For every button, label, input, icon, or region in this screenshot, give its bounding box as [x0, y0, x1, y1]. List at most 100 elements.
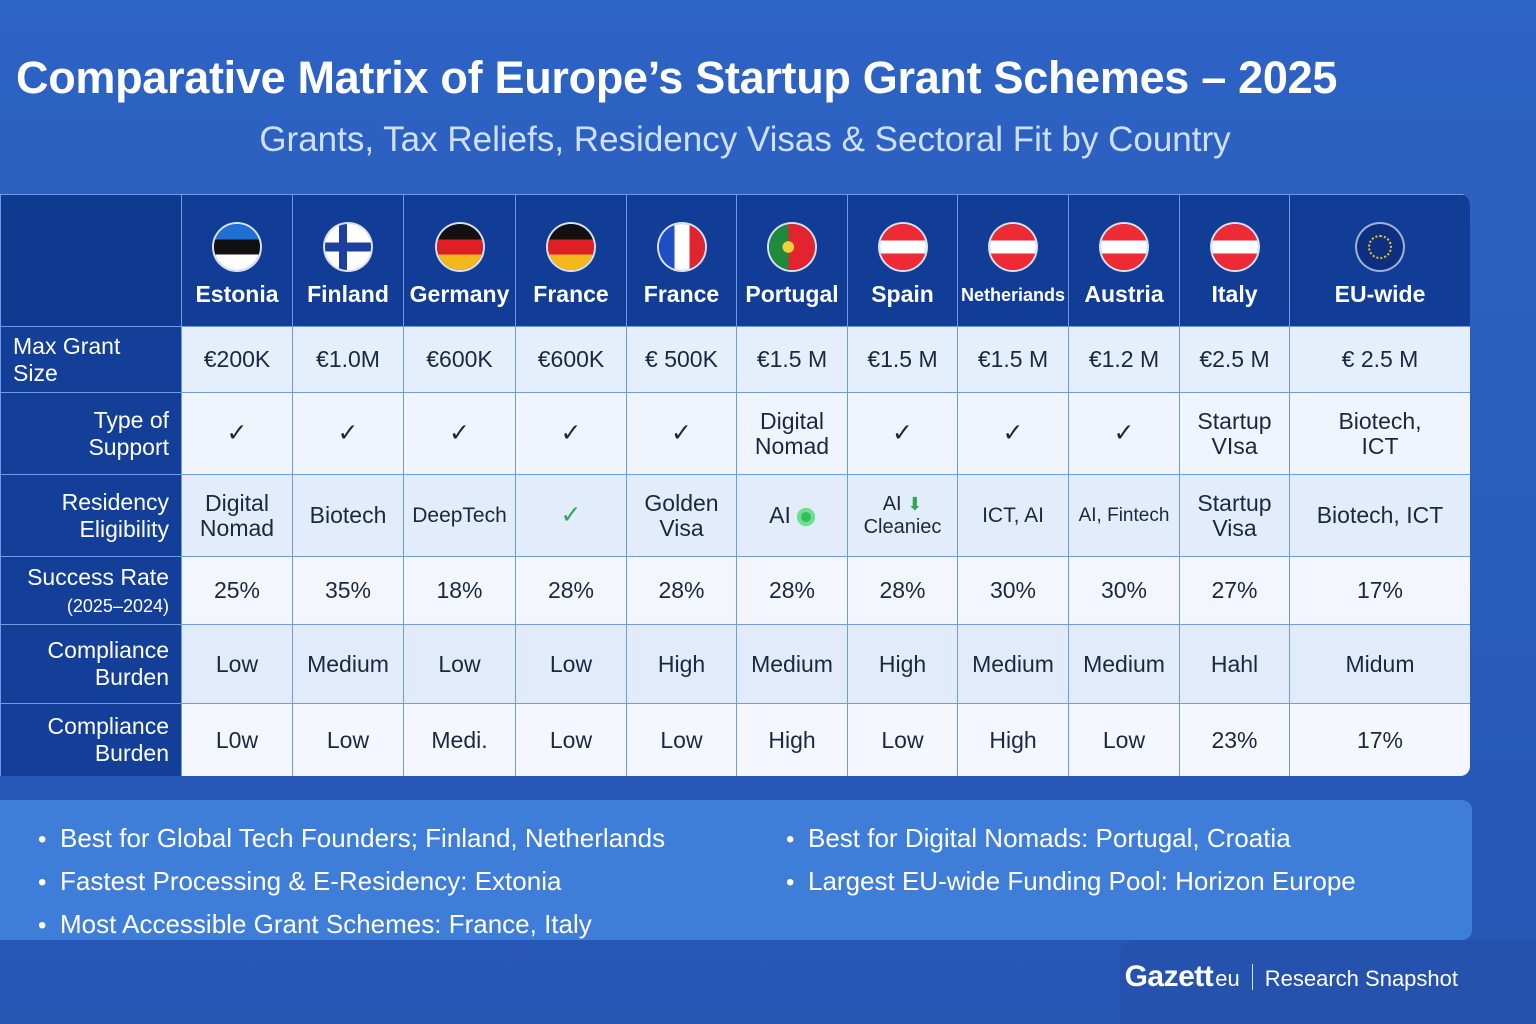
table-cell: Digital Nomad — [736, 392, 848, 475]
row-label: Max Grant Size — [0, 326, 182, 393]
table-cell: 30% — [957, 556, 1069, 625]
table-cell: Low — [515, 703, 627, 776]
table-cell: 23% — [1179, 703, 1290, 776]
check-icon: ✓ — [892, 419, 913, 447]
table-cell: AI ⬇ Cleaniec — [847, 474, 958, 557]
country-header-eu: EU-wide — [1289, 194, 1470, 327]
austria-flag-icon — [1101, 224, 1147, 270]
check-icon: ✓ — [1002, 419, 1024, 447]
check-icon: ✓ — [1113, 419, 1135, 447]
comparison-matrix: Estonia Finland Germany France France Po… — [0, 194, 1470, 776]
row-max-grant: Max Grant Size €200K €1.0M €600K €600K €… — [0, 326, 1470, 393]
table-cell: € 500K — [626, 326, 737, 393]
table-cell: 35% — [292, 556, 404, 625]
table-cell: 27% — [1179, 556, 1290, 625]
list-item: Most Accessible Grant Schemes: France, I… — [38, 908, 665, 951]
page-title: Comparative Matrix of Europe’s Startup G… — [16, 52, 1338, 103]
table-cell: ✓ — [1068, 392, 1180, 475]
table-cell: € 2.5 M — [1289, 326, 1470, 393]
table-cell: Medium — [1068, 624, 1180, 704]
green-check-icon: ✓ — [560, 501, 582, 529]
table-cell: High — [957, 703, 1069, 776]
table-cell: Low — [847, 703, 958, 776]
country-header-austria: Austria — [1068, 194, 1180, 327]
table-cell: Medium — [292, 624, 404, 704]
country-header-germany: Germany — [403, 194, 516, 327]
country-name: Finland — [307, 281, 389, 307]
table-cell: Midum — [1289, 624, 1470, 704]
country-header-row: Estonia Finland Germany France France Po… — [0, 194, 1470, 327]
table-cell: Low — [515, 624, 627, 704]
row-compliance-burden-1: Compliance Burden Low Medium Low Low High… — [0, 624, 1470, 704]
table-cell: 28% — [736, 556, 848, 625]
portugal-flag-icon — [769, 224, 815, 270]
list-item: Largest EU-wide Funding Pool: Horizon Eu… — [786, 865, 1356, 908]
table-cell: ✓ — [515, 474, 627, 557]
list-item: Fastest Processing & E-Residency: Extoni… — [38, 865, 665, 908]
germany-style-flag-icon — [548, 224, 594, 270]
check-icon: ✓ — [337, 419, 359, 447]
key-takeaways-panel: Best for Global Tech Founders; Finland, … — [0, 800, 1472, 940]
matrix-corner — [0, 194, 182, 327]
table-cell: AI, Fintech — [1068, 474, 1180, 557]
table-cell: €200K — [181, 326, 293, 393]
table-cell: ✓ — [181, 392, 293, 475]
table-cell: €1.2 M — [1068, 326, 1180, 393]
table-cell: ✓ — [847, 392, 958, 475]
table-cell: High — [626, 624, 737, 704]
row-label: Success Rate (2025–2024) — [0, 556, 182, 625]
table-cell: 28% — [515, 556, 627, 625]
table-cell: Medium — [957, 624, 1069, 704]
table-cell: Startup Visa — [1179, 474, 1290, 557]
red-white-flag-icon — [990, 224, 1036, 270]
row-type-of-support: Type of Support ✓ ✓ ✓ ✓ ✓ Digital Nomad ✓ … — [0, 392, 1470, 475]
table-cell: ✓ — [292, 392, 404, 475]
takeaways-right-list: Best for Digital Nomads: Portugal, Croat… — [786, 822, 1356, 908]
country-name: Estonia — [195, 281, 279, 307]
takeaways-left-list: Best for Global Tech Founders; Finland, … — [38, 822, 665, 951]
page-subtitle: Grants, Tax Reliefs, Residency Visas & S… — [259, 120, 1231, 159]
finland-flag-icon — [325, 224, 371, 270]
table-cell: ✓ — [957, 392, 1069, 475]
country-name: Germany — [409, 281, 510, 307]
country-name: Austria — [1084, 281, 1164, 307]
table-cell: 28% — [847, 556, 958, 625]
table-cell: Low — [181, 624, 293, 704]
brand-logo-text: Gazett — [1124, 960, 1214, 993]
table-cell: 28% — [626, 556, 737, 625]
table-cell: 17% — [1289, 703, 1470, 776]
table-cell: 17% — [1289, 556, 1470, 625]
row-label: Compliance Burden — [0, 703, 182, 776]
table-cell: €1.0M — [292, 326, 404, 393]
country-header-spain: Spain — [847, 194, 958, 327]
green-status-dot-icon — [796, 507, 815, 526]
table-cell: Biotech, ICT — [1289, 392, 1470, 475]
table-cell: Hahl — [1179, 624, 1290, 704]
footer-brand: Gazett eu Research Snapshot — [1125, 960, 1458, 994]
eu-flag-icon — [1357, 224, 1403, 270]
red-white-flag-icon — [1211, 224, 1258, 270]
table-cell: ✓ — [626, 392, 737, 475]
check-icon: ✓ — [226, 419, 248, 447]
country-name: Italy — [1211, 281, 1258, 307]
row-residency-eligibility: Residency Eligibility Digital Nomad Biotec… — [0, 474, 1470, 557]
country-name: EU-wide — [1334, 281, 1426, 307]
green-down-arrow-icon: ⬇ — [907, 493, 923, 514]
check-icon: ✓ — [671, 419, 692, 447]
table-cell: AI — [736, 474, 848, 557]
country-header-italy: Italy — [1179, 194, 1290, 327]
table-cell: Digital Nomad — [181, 474, 293, 557]
estonia-flag-icon — [214, 224, 260, 270]
country-header-france-2: France — [626, 194, 737, 327]
table-cell: Biotech — [292, 474, 404, 557]
table-cell: 18% — [403, 556, 516, 625]
country-name: Spain — [871, 281, 934, 307]
table-cell: Medi. — [403, 703, 516, 776]
country-name: France — [533, 281, 609, 307]
table-cell: ICT, AI — [957, 474, 1069, 557]
table-cell: Low — [292, 703, 404, 776]
table-cell: ✓ — [515, 392, 627, 475]
table-cell: DeepTech — [403, 474, 516, 557]
france-flag-icon — [658, 224, 705, 270]
table-cell: High — [847, 624, 958, 704]
